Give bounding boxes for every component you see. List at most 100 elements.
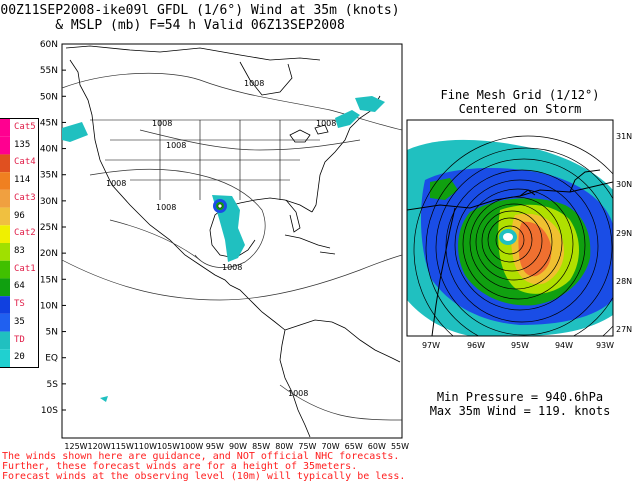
legend-swatch: [0, 189, 10, 208]
main-map-lat-labels: 60N 55N 50N 45N 40N 35N 30N 25N 20N 15N 10N 5N EQ 5S 1…: [40, 40, 66, 416]
inset-cat4-zone: [518, 221, 552, 277]
inset-lat-label: 27N: [616, 325, 632, 334]
legend-swatch: [0, 296, 10, 314]
main-lon-label: 65W: [345, 442, 363, 451]
legend-label: 20: [14, 352, 25, 363]
isobar-label: 1008: [244, 79, 264, 88]
legend-label: Cat3: [14, 192, 36, 203]
isobar-label: 1008: [166, 141, 186, 150]
inset-lon-label: 97W: [422, 341, 440, 350]
inset-lon-label: 96W: [467, 341, 485, 350]
legend-label: 114: [14, 175, 31, 186]
legend-swatch: [0, 207, 10, 226]
main-map-frame: [61, 43, 403, 439]
inset-coastline: [407, 169, 613, 336]
main-map-borders: [90, 119, 340, 200]
figure-title-line1: 00Z11SEP2008-ike09l GFDL (1/6°) Wind at …: [0, 3, 400, 18]
min-pressure-readout: Min Pressure = 940.6hPa: [436, 390, 604, 404]
inset-lat-label: 28N: [616, 277, 632, 286]
legend-swatch: [0, 172, 10, 190]
main-lat-label: 30N: [40, 197, 58, 207]
inset-lat-label: 31N: [616, 132, 632, 141]
isobar-label: 1008: [152, 119, 172, 128]
legend-label: TD: [14, 334, 25, 345]
main-lat-label: 20N: [40, 249, 58, 259]
main-lon-label: 80W: [275, 442, 293, 451]
main-lon-label: 120W: [88, 442, 111, 451]
inset-lon-label: 94W: [555, 341, 573, 350]
legend-label: 83: [14, 246, 25, 256]
main-map-lon-labels: 125W 120W 115W 110W 105W 100W 95W 90W 85W 80W 75W 7…: [64, 442, 409, 451]
isobar-label: 1008: [288, 389, 308, 398]
legend-swatch: [0, 260, 10, 279]
main-lat-label: 15N: [40, 275, 58, 285]
legend-label: 64: [14, 281, 25, 292]
main-lon-label: 95W: [206, 442, 224, 451]
main-lat-label: 10N: [40, 301, 58, 311]
legend-label: Cat2: [14, 228, 36, 239]
main-lon-label: 105W: [157, 442, 180, 451]
wind-legend: Cat5 135 Cat4 114 Cat3 96 Cat2 83 Cat1 64 TS 35 TD 20: [0, 118, 39, 368]
main-lon-label: 55W: [391, 442, 409, 451]
main-lat-label: 55N: [40, 66, 58, 76]
legend-color-bar: [0, 119, 10, 367]
main-lat-label: 25N: [40, 223, 58, 233]
legend-label: 135: [14, 139, 31, 150]
legend-label: Cat1: [14, 263, 36, 274]
legend-swatch: [0, 154, 10, 173]
inset-title-line2: Centered on Storm: [458, 102, 582, 116]
main-map-wind-shading: [62, 96, 385, 402]
isobar-label: 1008: [222, 263, 242, 272]
inset-lon-labels: 97W 96W 95W 94W 93W: [422, 341, 614, 350]
inset-lon-label: 93W: [596, 341, 614, 350]
inset-lat-label: 29N: [616, 229, 632, 238]
figure-title-line2: & MSLP (mb) F=54 h Valid 06Z13SEP2008: [55, 18, 345, 33]
legend-swatch: [0, 349, 10, 367]
legend-label: TS: [14, 299, 25, 310]
disclaimer-line1: The winds shown here are guidance, and N…: [2, 451, 400, 462]
main-map-isobars: [61, 72, 403, 421]
legend-label: 96: [14, 210, 25, 221]
legend-label: Cat4: [14, 157, 36, 168]
legend-label: 35: [14, 316, 25, 327]
legend-swatch: [0, 278, 10, 297]
main-lat-label: 10S: [41, 406, 58, 416]
main-lon-label: 75W: [298, 442, 316, 451]
legend-swatch: [0, 119, 10, 137]
disclaimer-line2: Further, these forecast winds are for a …: [2, 461, 358, 472]
main-lat-label: 5N: [46, 328, 58, 338]
main-lon-label: 60W: [368, 442, 386, 451]
inset-frame: [406, 119, 614, 337]
legend-swatch: [0, 243, 10, 261]
main-lat-label: EQ: [45, 354, 58, 364]
legend-label: Cat5: [14, 122, 36, 132]
inset-lat-label: 30N: [616, 180, 632, 189]
main-lon-label: 115W: [111, 442, 134, 451]
inset-title-line1: Fine Mesh Grid (1/12°): [440, 88, 600, 102]
main-lon-label: 110W: [134, 442, 157, 451]
legend-swatch: [0, 313, 10, 332]
main-lat-label: 40N: [40, 145, 58, 155]
disclaimer-line3: Forecast winds at the observing level (1…: [2, 471, 406, 482]
main-lon-label: 90W: [229, 442, 247, 451]
inset-lon-label: 95W: [511, 341, 529, 350]
main-lat-label: 35N: [40, 171, 58, 181]
main-lat-label: 5S: [47, 380, 59, 390]
isobar-label: 1008: [316, 119, 336, 128]
inset-lat-labels: 31N 30N 29N 28N 27N: [616, 132, 632, 334]
main-lon-label: 100W: [180, 442, 203, 451]
main-lon-label: 70W: [322, 442, 340, 451]
main-lat-label: 50N: [40, 92, 58, 102]
legend-swatch: [0, 331, 10, 350]
max-wind-readout: Max 35m Wind = 119. knots: [429, 404, 611, 418]
legend-swatch: [0, 136, 10, 155]
isobar-labels: 1008 1008 1008 1008 1008 1008 1008 1008: [106, 79, 336, 398]
main-lat-label: 45N: [40, 118, 58, 128]
isobar-label: 1008: [106, 179, 126, 188]
isobar-label: 1008: [156, 203, 176, 212]
legend-swatch: [0, 225, 10, 243]
main-lat-label: 60N: [40, 40, 58, 50]
main-lon-label: 85W: [252, 442, 270, 451]
